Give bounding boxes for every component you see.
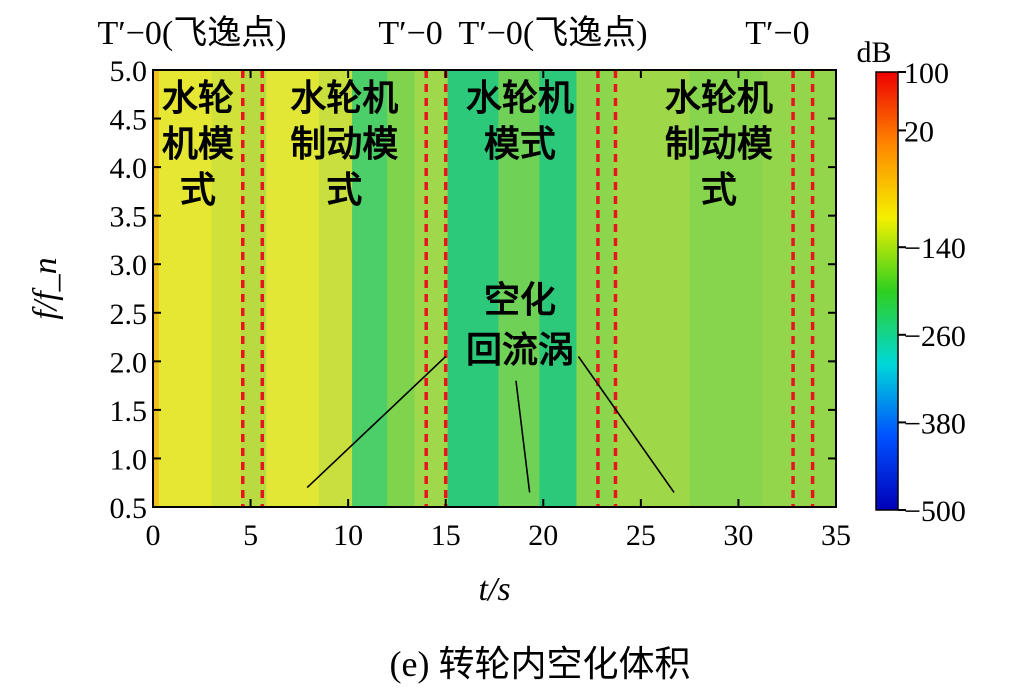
heatmap-band-1 bbox=[158, 70, 213, 507]
heatmap-band-2 bbox=[211, 70, 242, 507]
mode-label-0-line-2: 式 bbox=[180, 170, 216, 211]
colorbar-tick-label-2: −140 bbox=[904, 232, 966, 265]
mode-label-3-line-2: 式 bbox=[701, 170, 737, 211]
heatmap-band-6 bbox=[352, 70, 388, 507]
y-tick-label-0: 0.5 bbox=[110, 492, 148, 525]
annotation-text-line-0: 空化 bbox=[484, 280, 556, 321]
colorbar-tick-label-1: 20 bbox=[904, 115, 934, 148]
colorbar-tick-label-5: −500 bbox=[904, 495, 966, 528]
colorbar-tick-label-0: 100 bbox=[904, 57, 949, 90]
axis-ticks: 0 5 10 15 20 25 30 35 0.5 1.0 1.5 2.0 2.5 3.0 3.5 4.0 4.… bbox=[110, 55, 852, 552]
plot-area bbox=[153, 70, 836, 507]
plot-border bbox=[152, 69, 837, 508]
colorbar-tick-label-4: −380 bbox=[904, 407, 966, 440]
mode-label-3-line-0: 水轮机 bbox=[665, 78, 773, 119]
top-label-1: T′−0 bbox=[378, 15, 442, 52]
annotation-text-line-1: 回流涡 bbox=[466, 330, 574, 371]
y-tick-label-8: 4.5 bbox=[110, 104, 148, 137]
y-tick-label-4: 2.5 bbox=[110, 298, 148, 331]
x-tick-label-3: 15 bbox=[431, 519, 461, 552]
top-label-3: T′−0 bbox=[745, 15, 809, 52]
mode-label-2-line-0: 水轮机 bbox=[466, 78, 574, 119]
x-axis-label: t/s bbox=[478, 571, 510, 608]
annotation-pointer-line-1 bbox=[515, 380, 531, 493]
heatmap-band-13 bbox=[613, 70, 691, 507]
phase-boundaries bbox=[241, 70, 815, 507]
y-tick-label-9: 5.0 bbox=[110, 55, 148, 88]
x-tick-label-6: 30 bbox=[723, 519, 753, 552]
x-tick-label-7: 35 bbox=[821, 519, 851, 552]
x-tick-label-5: 25 bbox=[626, 519, 656, 552]
y-axis-label: f/f_n bbox=[27, 257, 64, 319]
y-tick-label-7: 4.0 bbox=[110, 152, 148, 185]
annotation-pointer-line-0 bbox=[306, 355, 447, 489]
colorbar-unit: dB bbox=[856, 36, 891, 69]
mode-label-1-line-1: 制动模 bbox=[290, 124, 398, 165]
colorbar: dB 100 20 −140 −260 −380 −500 bbox=[856, 36, 965, 528]
x-tick-label-0: 0 bbox=[146, 519, 161, 552]
axis-labels: t/s f/f_n bbox=[27, 257, 511, 608]
heatmap-band-12 bbox=[576, 70, 615, 507]
top-label-2: T′−0(飞逸点) bbox=[459, 14, 648, 52]
x-tick-label-4: 20 bbox=[528, 519, 558, 552]
mode-label-1-line-2: 式 bbox=[326, 170, 362, 211]
heatmap-band-4 bbox=[266, 70, 320, 507]
y-tick-label-1: 1.0 bbox=[110, 443, 148, 476]
mode-label-0-line-1: 机模 bbox=[162, 124, 234, 165]
heatmap-band-8 bbox=[414, 70, 449, 507]
colorbar-gradient bbox=[875, 71, 899, 511]
heatmap-band-15 bbox=[761, 70, 836, 507]
heatmap-band-10 bbox=[498, 70, 540, 507]
heatmap-band-11 bbox=[539, 70, 578, 507]
heatmap-band-0 bbox=[153, 70, 160, 507]
y-tick-label-5: 3.0 bbox=[110, 249, 148, 282]
top-labels: T′−0(飞逸点) T′−0 T′−0(飞逸点) T′−0 bbox=[98, 14, 810, 52]
x-tick-label-1: 5 bbox=[243, 519, 258, 552]
annotation-pointer-line-2 bbox=[577, 356, 675, 493]
top-label-0: T′−0(飞逸点) bbox=[98, 14, 287, 52]
x-tick-label-2: 10 bbox=[333, 519, 363, 552]
heatmap-band-14 bbox=[689, 70, 763, 507]
heatmap-band-5 bbox=[318, 70, 353, 507]
mode-label-1-line-0: 水轮机 bbox=[290, 78, 398, 119]
y-tick-label-6: 3.5 bbox=[110, 201, 148, 234]
y-tick-label-3: 2.0 bbox=[110, 346, 148, 379]
y-tick-label-2: 1.5 bbox=[110, 395, 148, 428]
heatmap-band-7 bbox=[387, 70, 416, 507]
mode-label-2-line-1: 模式 bbox=[484, 124, 556, 165]
mode-label-0-line-0: 水轮 bbox=[162, 78, 234, 119]
heatmap-band-9 bbox=[447, 70, 500, 507]
plot-frame bbox=[152, 69, 837, 508]
figure-caption: (e) 转轮内空化体积 bbox=[390, 644, 691, 684]
mode-label-3-line-1: 制动模 bbox=[665, 124, 773, 165]
colorbar-tick-label-3: −260 bbox=[904, 320, 966, 353]
